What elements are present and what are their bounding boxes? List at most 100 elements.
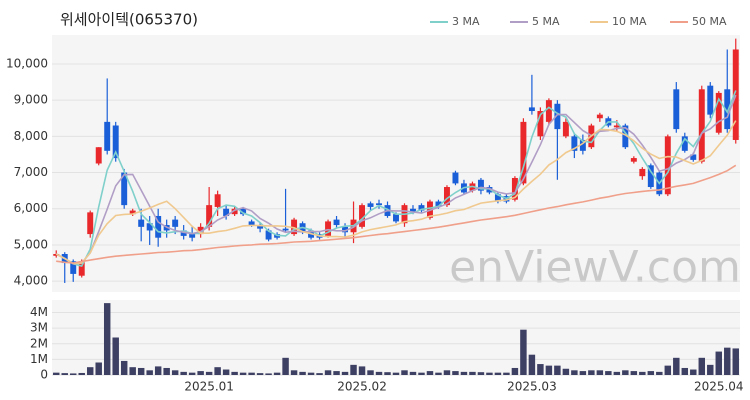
volume-bar	[222, 369, 230, 375]
volume-bar	[545, 365, 553, 375]
volume-bar	[61, 373, 68, 375]
candle-body	[87, 212, 94, 235]
candle-body	[129, 210, 136, 215]
candle-body	[639, 168, 646, 177]
candle-body	[664, 136, 671, 195]
candle-body	[393, 214, 399, 222]
chart-title: 위세아이텍(065370)	[60, 11, 198, 29]
volume-bar	[715, 351, 722, 375]
ma-line	[55, 90, 737, 267]
candle-body	[690, 154, 697, 160]
volume-bar	[120, 360, 128, 375]
volume-bar	[537, 364, 544, 375]
candle-body	[410, 208, 416, 213]
candle-body	[172, 219, 179, 227]
volume-bar	[188, 372, 196, 375]
volume-bar	[554, 365, 561, 375]
candle-body	[647, 165, 654, 188]
candle-body	[724, 89, 731, 130]
candle-body	[443, 187, 450, 206]
candle-body	[537, 111, 544, 137]
candle-body	[325, 221, 332, 236]
candle-body	[282, 228, 289, 231]
volume-bar	[435, 372, 442, 375]
volume-bar	[426, 371, 434, 375]
watermark: enViewV.com	[449, 242, 741, 293]
volume-bar	[103, 303, 111, 375]
ma-line	[56, 164, 737, 264]
candle-body	[197, 226, 204, 235]
candle-body	[528, 107, 535, 112]
volume-bar	[452, 371, 459, 375]
volume-bar	[588, 370, 595, 375]
volume-bar	[681, 367, 689, 375]
volume-bar	[647, 371, 655, 375]
candle-body	[707, 85, 714, 115]
volume-bar	[562, 368, 570, 375]
volume-bar	[528, 354, 536, 375]
volume-bar	[384, 372, 391, 375]
volume-bar	[401, 370, 408, 375]
volume-bar	[656, 371, 663, 375]
volume-bar	[392, 372, 400, 375]
volume-bar	[146, 370, 153, 375]
x-tick-label: 2025.03	[507, 380, 557, 394]
y-tick-label: 4,000	[14, 274, 48, 288]
candle-body	[494, 194, 501, 202]
y-tick-label: 5,000	[14, 237, 48, 251]
candle-body	[70, 261, 77, 274]
candle-body	[78, 261, 85, 276]
volume-bar	[231, 371, 238, 375]
candle-body	[554, 103, 561, 130]
candle-body	[376, 203, 382, 206]
volume-bar	[469, 371, 476, 375]
candle-body	[104, 121, 111, 151]
volume-bar	[460, 371, 468, 375]
volume-bar	[214, 367, 221, 375]
volume-bar	[622, 370, 629, 375]
candle-body	[265, 230, 272, 240]
volume-bar	[316, 373, 323, 375]
volume-bar	[290, 370, 298, 375]
y-tick-label: 6,000	[14, 201, 48, 215]
ma-line	[55, 120, 737, 265]
x-tick-label: 2025.02	[337, 380, 387, 394]
volume-bar	[639, 371, 646, 375]
volume-bar	[358, 366, 366, 375]
candle-body	[418, 205, 425, 211]
volume-bar	[375, 371, 383, 375]
volume-bar	[520, 329, 527, 375]
candle-body	[240, 208, 247, 215]
volume-bar	[724, 347, 731, 375]
volume-bar	[605, 371, 612, 375]
volume-bar	[418, 372, 425, 375]
candle-body	[562, 121, 569, 137]
y-tick-label: 7,000	[14, 165, 48, 179]
price-plot-bg	[52, 35, 740, 292]
candle-body	[571, 136, 578, 151]
candle-body	[732, 49, 739, 140]
volume-bar	[690, 369, 697, 375]
volume-bar	[239, 372, 247, 375]
legend-label: 50 MA	[692, 15, 727, 28]
volume-bar	[112, 337, 119, 375]
volume-bar	[732, 348, 739, 375]
y-tick-label: 9,000	[14, 93, 48, 107]
volume-bar	[265, 373, 272, 375]
volume-bar	[273, 372, 281, 375]
volume-bar	[197, 371, 204, 375]
volume-bar	[95, 362, 102, 375]
volume-bar	[664, 365, 672, 375]
candle-body	[121, 172, 128, 206]
y-tick-label: 4M	[30, 305, 48, 319]
volume-bar	[282, 357, 289, 375]
volume-bar	[256, 373, 264, 375]
candle-body	[673, 89, 680, 130]
legend-label: 5 MA	[532, 15, 560, 28]
candle-body	[435, 201, 442, 207]
candle-body	[630, 158, 637, 162]
x-tick-label: 2025.04	[694, 380, 744, 394]
candle-body	[333, 219, 340, 226]
volume-bar	[698, 357, 706, 375]
